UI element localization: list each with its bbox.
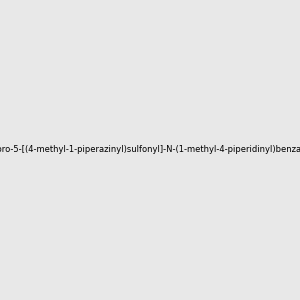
Text: 2-chloro-5-[(4-methyl-1-piperazinyl)sulfonyl]-N-(1-methyl-4-piperidinyl)benzamid: 2-chloro-5-[(4-methyl-1-piperazinyl)sulf… <box>0 146 300 154</box>
